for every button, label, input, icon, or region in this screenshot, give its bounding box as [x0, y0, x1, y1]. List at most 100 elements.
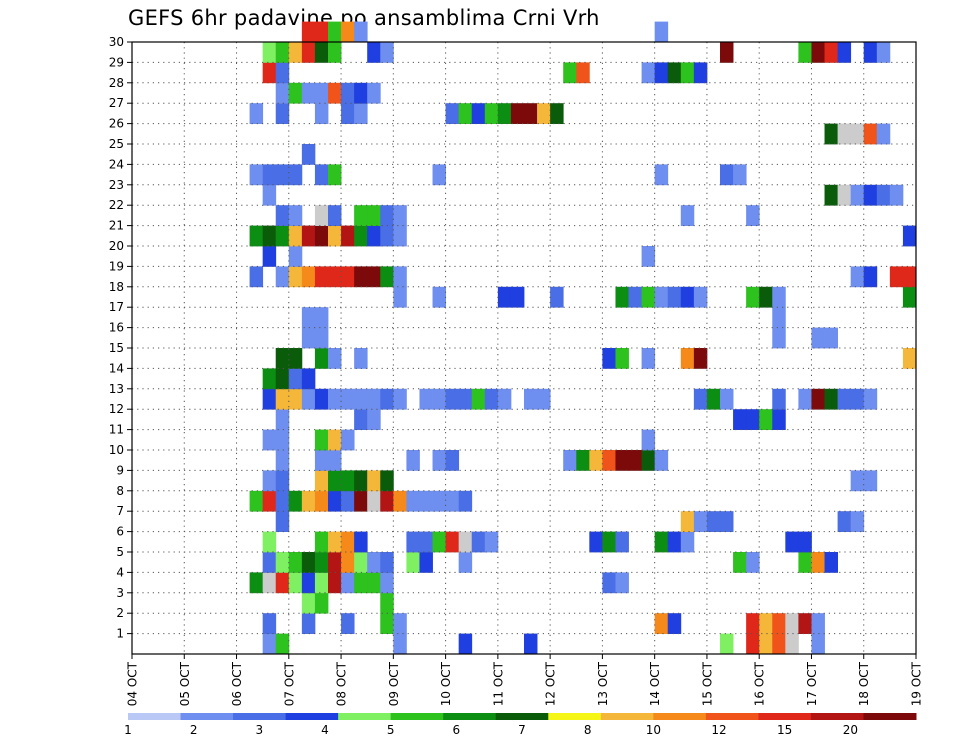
y-tick-label: 9 [116, 463, 124, 477]
heatmap-cell [301, 388, 316, 410]
heatmap-cell [314, 307, 329, 328]
x-tick-label: 06 OCT [230, 661, 244, 706]
heatmap-cell [785, 613, 799, 634]
heatmap-cell [262, 368, 277, 390]
heatmap-cell [406, 490, 420, 512]
heatmap-cell [301, 21, 316, 43]
heatmap-cell [328, 21, 342, 43]
heatmap-cell [354, 348, 368, 369]
heatmap-cell [354, 531, 368, 553]
heatmap-cell [262, 613, 277, 634]
heatmap-cell [354, 388, 368, 410]
heatmap-cell [720, 42, 734, 63]
heatmap-cell [654, 613, 669, 634]
heatmap-cell [471, 531, 486, 553]
heatmap-cell [275, 552, 290, 573]
heatmap-cell [746, 613, 760, 634]
colorbar-label: 15 [777, 723, 792, 737]
heatmap-cell [458, 388, 473, 410]
heatmap-cell [824, 42, 838, 63]
heatmap-cell [628, 450, 642, 471]
heatmap-cell [772, 286, 786, 308]
heatmap-cell [419, 531, 433, 553]
y-tick-label: 10 [109, 443, 124, 457]
y-tick-label: 2 [116, 606, 124, 620]
heatmap-cell [301, 613, 316, 634]
heatmap-cell [902, 286, 917, 308]
heatmap-cell [863, 184, 878, 206]
heatmap-cell [301, 592, 316, 614]
heatmap-cell [367, 266, 381, 288]
heatmap-cell [314, 164, 329, 186]
heatmap-cell [393, 225, 407, 247]
heatmap-cell [445, 450, 460, 471]
heatmap-cell [576, 62, 590, 84]
heatmap-cell [863, 470, 878, 492]
y-tick-label: 12 [109, 402, 124, 416]
heatmap-cell [876, 42, 891, 63]
heatmap-cell [275, 572, 290, 594]
x-tick-label: 09 OCT [387, 661, 401, 706]
heatmap-cell [314, 205, 329, 226]
heatmap-cell [341, 531, 355, 553]
heatmap-cell [902, 266, 917, 288]
heatmap-cell [759, 633, 773, 655]
heatmap-cell [576, 450, 590, 471]
heatmap-cell [484, 388, 499, 410]
y-tick-label: 18 [109, 280, 124, 294]
heatmap-cell [341, 266, 355, 288]
heatmap-cell [641, 246, 656, 267]
heatmap-cell [301, 490, 316, 512]
colorbar-label: 12 [711, 723, 726, 737]
y-tick-label: 29 [109, 55, 124, 69]
heatmap-cell [249, 572, 264, 594]
heatmap-cell [759, 286, 773, 308]
heatmap-cell [314, 572, 329, 594]
heatmap-cell [288, 266, 303, 288]
heatmap-cell [641, 450, 656, 471]
colorbar-label: 20 [843, 723, 858, 737]
heatmap-cell [367, 42, 381, 63]
x-tick-label: 14 OCT [648, 661, 662, 706]
heatmap-cell [654, 62, 669, 84]
heatmap-cell [641, 286, 656, 308]
heatmap-cell [354, 82, 368, 104]
heatmap-cell [367, 388, 381, 410]
heatmap-cell [262, 429, 277, 451]
heatmap-cell [537, 388, 551, 410]
heatmap-cell [275, 470, 290, 492]
heatmap-cell [798, 531, 812, 553]
heatmap-cell [902, 348, 917, 369]
heatmap-cell [328, 450, 342, 471]
heatmap-cell [615, 286, 629, 308]
heatmap-cell [850, 184, 865, 206]
heatmap-cell [341, 613, 355, 634]
heatmap-cell [693, 286, 708, 308]
y-tick-label: 20 [109, 239, 124, 253]
heatmap-cell [328, 266, 342, 288]
heatmap-cell [275, 633, 290, 655]
heatmap-cell [772, 327, 786, 349]
heatmap-cell [615, 572, 629, 594]
y-tick-label: 15 [109, 341, 124, 355]
heatmap-cell [772, 613, 786, 634]
heatmap-cell [641, 348, 656, 369]
heatmap-cell [301, 572, 316, 594]
heatmap-cell [314, 552, 329, 573]
colorbar-segment [548, 713, 602, 720]
heatmap-cell [341, 225, 355, 247]
heatmap-cell [524, 103, 538, 124]
heatmap-cell [680, 62, 695, 84]
heatmap-cell [680, 348, 695, 369]
heatmap-cell [537, 103, 551, 124]
heatmap-cell [680, 205, 695, 226]
heatmap-cell [680, 531, 695, 553]
heatmap-cell [484, 531, 499, 553]
heatmap-cell [314, 592, 329, 614]
heatmap-cell [850, 470, 865, 492]
heatmap-cell [367, 82, 381, 104]
heatmap-cell [406, 450, 420, 471]
heatmap-cell [301, 327, 316, 349]
heatmap-cell [328, 205, 342, 226]
heatmap-cell [746, 633, 760, 655]
